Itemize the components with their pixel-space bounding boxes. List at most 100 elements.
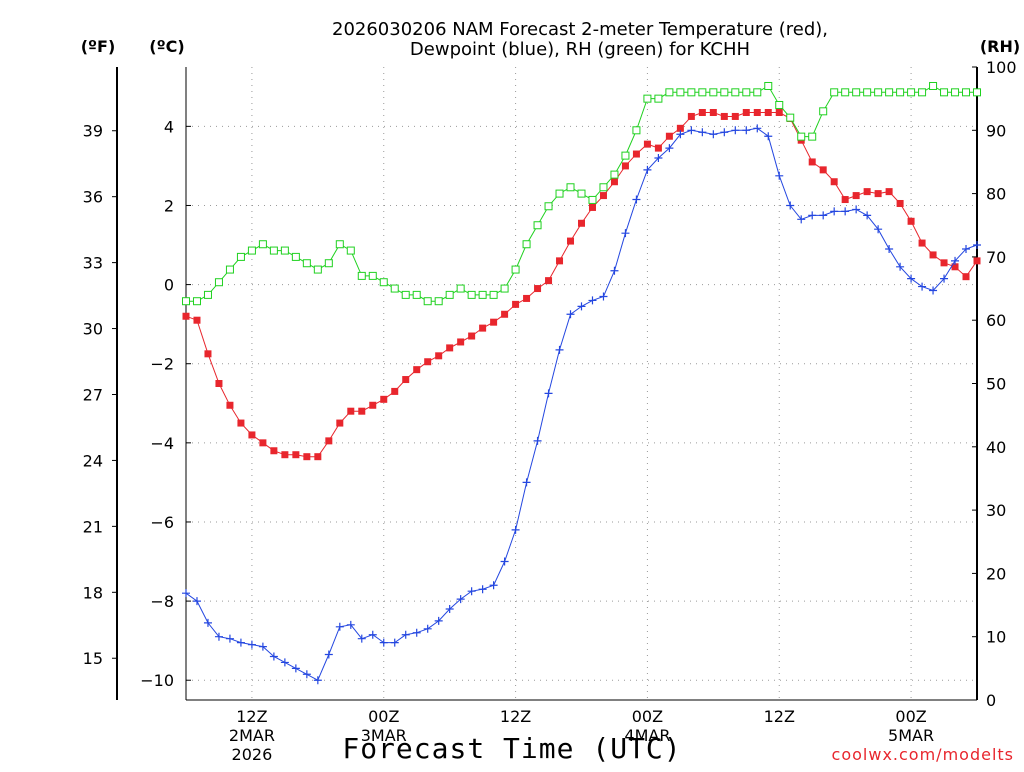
dewpoint-point: [885, 244, 894, 253]
celsius-tick-label: 2: [164, 196, 174, 215]
x-tick-date: 5MAR: [888, 726, 934, 745]
rh-point: [819, 107, 828, 116]
temperature-point: [654, 144, 662, 152]
temperature-point: [720, 112, 728, 120]
fahrenheit-tick-label: 27: [83, 385, 103, 404]
celsius-tick-label: −4: [150, 434, 174, 453]
dewpoint-point: [786, 201, 795, 210]
dewpoint-point: [621, 229, 630, 238]
rh-point: [247, 246, 256, 255]
dewpoint-point: [236, 638, 245, 647]
rh-point: [632, 126, 641, 135]
dewpoint-point: [467, 587, 476, 596]
rh-point: [643, 94, 652, 103]
series-dewpoint: [182, 124, 981, 685]
celsius-unit-label: (ºC): [149, 37, 184, 56]
x-axis-label: Forecast Time (UTC): [342, 732, 681, 765]
dewpoint-point: [182, 589, 190, 598]
dewpoint-point: [478, 585, 487, 594]
rh-tick-label: 100: [986, 58, 1017, 77]
rh-point: [973, 88, 981, 97]
rh-point: [929, 81, 938, 90]
dewpoint-point: [258, 642, 267, 651]
temperature-point: [336, 419, 344, 427]
dewpoint-point: [797, 215, 806, 224]
dewpoint-point: [379, 638, 388, 647]
rh-point: [863, 88, 872, 97]
temperature-point: [468, 332, 476, 340]
rh-point: [753, 88, 762, 97]
dewpoint-point: [852, 205, 861, 214]
dewpoint-point: [918, 282, 927, 291]
celsius-tick-label: −2: [150, 355, 174, 374]
temperature-point: [369, 401, 377, 409]
temperature-point: [632, 150, 640, 158]
dewpoint-point: [566, 310, 575, 319]
rh-tick-label: 80: [986, 185, 1006, 204]
dewpoint-point: [742, 126, 751, 135]
rh-point: [346, 246, 355, 255]
rh-point: [676, 88, 685, 97]
temperature-point: [270, 447, 278, 455]
rh-point: [291, 252, 300, 261]
dewpoint-point: [500, 557, 509, 566]
dewpoint-point: [940, 274, 949, 283]
rh-point: [379, 278, 388, 287]
dewpoint-point: [819, 211, 828, 220]
temperature-point: [808, 158, 816, 166]
temperature-point: [665, 132, 673, 140]
dewpoint-point: [346, 620, 355, 629]
rh-point: [621, 151, 630, 160]
rh-tick-label: 70: [986, 248, 1006, 267]
rh-point: [786, 113, 795, 122]
dewpoint-point: [775, 171, 784, 180]
rh-point: [775, 100, 784, 109]
dewpoint-point: [324, 650, 333, 659]
temperature-point: [413, 366, 421, 374]
rh-point: [522, 240, 531, 249]
rh-point: [357, 271, 366, 280]
rh-point: [885, 88, 894, 97]
temperature-point: [709, 108, 717, 116]
temperature-point: [896, 199, 904, 207]
rh-point: [709, 88, 718, 97]
rh-point: [236, 252, 245, 261]
rh-point: [214, 278, 223, 287]
dewpoint-point: [456, 595, 465, 604]
temperature-point: [358, 407, 366, 415]
temperature-point: [940, 259, 948, 267]
temperature-point: [380, 395, 388, 403]
x-tick-label: 00Z: [895, 707, 926, 726]
rh-point: [918, 88, 927, 97]
chart-title-line2: Dewpoint (blue), RH (green) for KCHH: [410, 39, 750, 60]
dewpoint-point: [280, 658, 289, 667]
temperature-point: [643, 140, 651, 148]
dewpoint-point: [676, 130, 685, 139]
rh-tick-label: 20: [986, 564, 1006, 583]
dewpoint-point: [863, 211, 872, 220]
rh-point: [731, 88, 740, 97]
temperature-point: [962, 273, 970, 281]
fahrenheit-tick-label: 33: [83, 254, 103, 273]
temperature-point: [731, 112, 739, 120]
rh-point: [182, 297, 190, 306]
dewpoint-point: [203, 618, 212, 627]
temperature-point: [841, 196, 849, 204]
rh-point: [445, 290, 454, 299]
rh-point: [467, 290, 476, 299]
dewpoint-line: [185, 127, 978, 681]
rh-point: [577, 189, 586, 198]
rh-tick-label: 50: [986, 375, 1006, 394]
celsius-tick-label: 4: [164, 117, 174, 136]
rh-point: [698, 88, 707, 97]
temperature-point: [687, 112, 695, 120]
fahrenheit-tick-label: 39: [83, 122, 103, 141]
rh-point: [951, 88, 960, 97]
dewpoint-point: [522, 478, 531, 487]
rh-point: [456, 284, 465, 293]
rh-point: [808, 132, 817, 141]
dewpoint-point: [654, 153, 663, 162]
rh-point: [368, 271, 377, 280]
dewpoint-point: [962, 244, 971, 253]
